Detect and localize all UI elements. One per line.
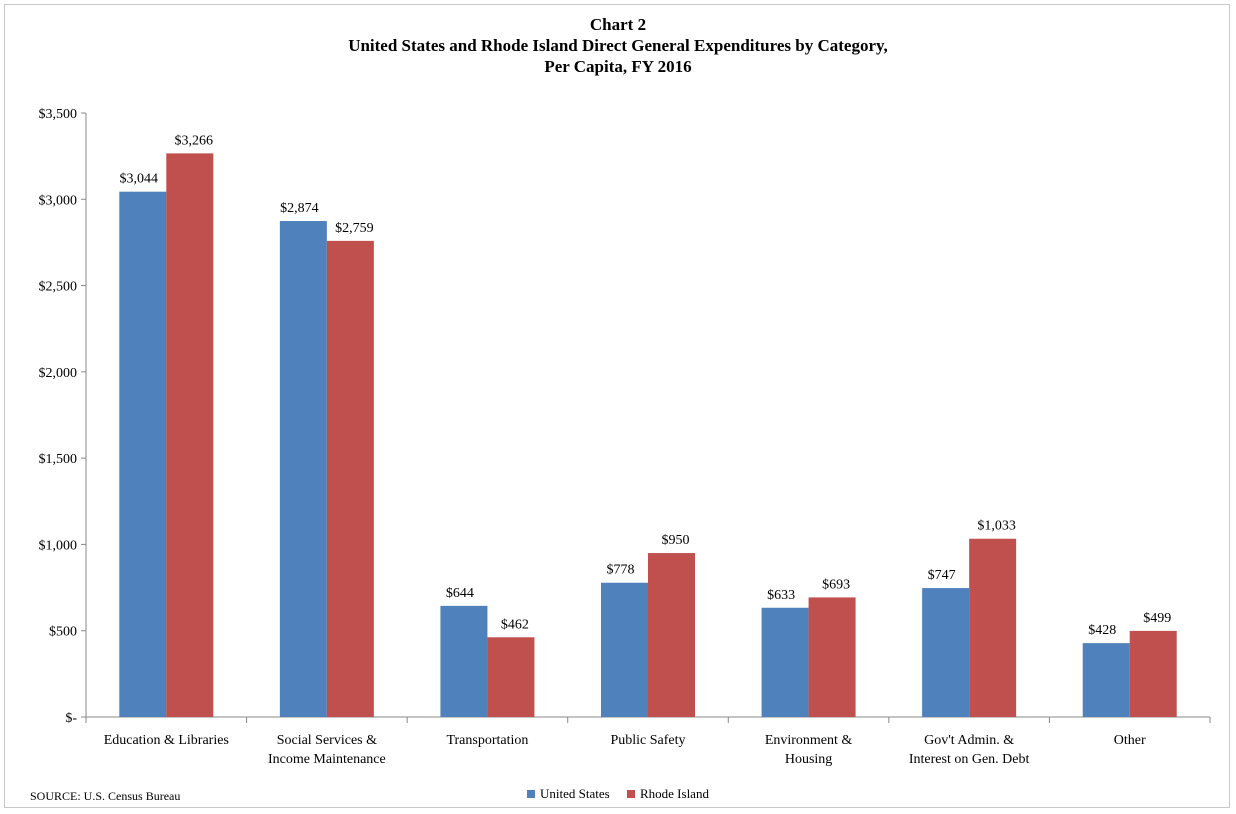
bar bbox=[326, 240, 374, 717]
y-tick-label: $1,000 bbox=[39, 538, 78, 553]
y-tick-label: $3,000 bbox=[39, 193, 78, 208]
data-label: $3,044 bbox=[120, 172, 159, 187]
x-tick-label: Interest on Gen. Debt bbox=[909, 752, 1030, 767]
data-label: $644 bbox=[446, 586, 474, 601]
y-tick-label: $- bbox=[65, 711, 77, 726]
bar bbox=[648, 553, 695, 717]
data-label: $3,266 bbox=[175, 133, 214, 148]
x-tick-label: Public Safety bbox=[610, 733, 685, 748]
legend-swatch-rhode-island bbox=[626, 790, 635, 798]
bar bbox=[166, 153, 214, 717]
x-tick-label: Income Maintenance bbox=[268, 752, 386, 767]
data-label: $1,033 bbox=[977, 519, 1016, 534]
data-label: $778 bbox=[607, 563, 635, 578]
data-label: $499 bbox=[1143, 611, 1171, 626]
x-tick-label: Environment & bbox=[765, 733, 853, 748]
bar bbox=[969, 538, 1017, 717]
chart-legend: United States Rhode Island bbox=[0, 786, 1236, 802]
bar bbox=[1082, 643, 1130, 717]
chart-title-block: Chart 2 United States and Rhode Island D… bbox=[0, 14, 1236, 77]
x-tick-label: Social Services & bbox=[277, 733, 377, 748]
data-label: $428 bbox=[1088, 623, 1116, 638]
y-tick-label: $1,500 bbox=[39, 452, 78, 467]
legend-label-rhode-island: Rhode Island bbox=[639, 786, 709, 801]
bar bbox=[808, 597, 856, 717]
data-label: $693 bbox=[822, 577, 850, 592]
y-tick-label: $500 bbox=[49, 625, 77, 640]
legend-label-united-states: United States bbox=[540, 786, 610, 801]
x-tick-label: Other bbox=[1114, 733, 1146, 748]
chart-subtitle-line-2: Per Capita, FY 2016 bbox=[544, 57, 692, 76]
y-tick-label: $3,500 bbox=[39, 107, 78, 122]
x-tick-label: Education & Libraries bbox=[104, 733, 229, 748]
data-label: $2,759 bbox=[335, 221, 374, 236]
x-tick-label: Gov't Admin. & bbox=[924, 733, 1014, 748]
data-label: $633 bbox=[767, 588, 795, 603]
x-tick-label: Transportation bbox=[446, 733, 528, 748]
bar bbox=[922, 588, 970, 717]
bar bbox=[487, 637, 535, 717]
y-tick-label: $2,500 bbox=[39, 280, 78, 295]
legend-swatch-united-states bbox=[527, 790, 536, 798]
data-label: $462 bbox=[501, 617, 529, 632]
chart-title: Chart 2 bbox=[589, 15, 647, 34]
bar bbox=[279, 221, 327, 717]
chart-subtitle-line-1: United States and Rhode Island Direct Ge… bbox=[348, 36, 888, 55]
legend-item-united-states: United States bbox=[527, 786, 610, 802]
bar bbox=[601, 582, 648, 717]
data-label: $950 bbox=[662, 533, 690, 548]
bar bbox=[761, 607, 809, 717]
bar bbox=[119, 191, 167, 717]
bar bbox=[1129, 630, 1177, 717]
x-tick-label: Housing bbox=[785, 752, 832, 767]
source-note: SOURCE: U.S. Census Bureau bbox=[30, 789, 181, 803]
data-label: $2,874 bbox=[280, 201, 319, 216]
data-label: $747 bbox=[928, 568, 956, 583]
bar bbox=[440, 605, 488, 717]
legend-item-rhode-island: Rhode Island bbox=[626, 786, 709, 802]
y-tick-label: $2,000 bbox=[39, 366, 78, 381]
